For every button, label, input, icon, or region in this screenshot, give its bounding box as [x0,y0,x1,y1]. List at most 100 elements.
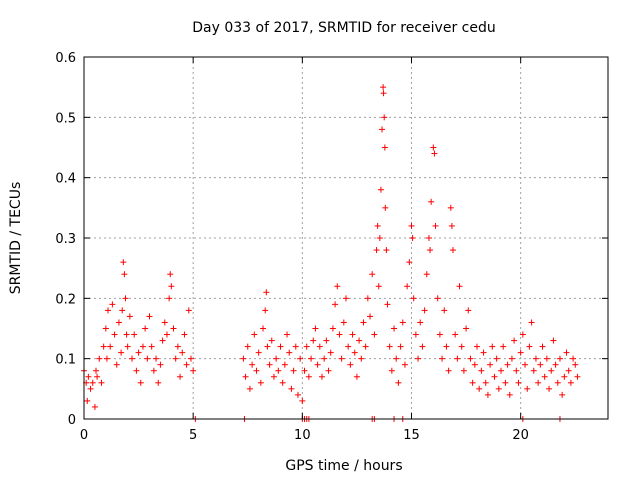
data-point [431,150,438,157]
data-point [519,331,526,338]
data-point [87,385,94,392]
data-point [111,331,118,338]
data-point [404,283,411,290]
data-point [327,349,334,356]
data-point [415,355,422,362]
data-point [93,367,100,374]
data-point [139,343,146,350]
data-point [360,319,367,326]
data-point [377,186,384,193]
data-point [329,325,336,332]
data-point [323,337,330,344]
data-point [190,367,197,374]
data-point [458,343,465,350]
data-point [565,367,572,374]
data-point [120,259,127,266]
data-point [541,373,548,380]
data-point [556,355,563,362]
data-point [153,355,160,362]
data-point [419,343,426,350]
data-point [535,379,542,386]
data-point [383,247,390,254]
data-point [546,385,553,392]
chart-title: Day 033 of 2017, SRMTID for receiver ced… [192,20,495,36]
data-point [428,198,435,205]
y-axis-ticks: 0 0.1 0.2 0.3 0.4 0.5 0.6 [55,51,608,428]
data-point [522,361,529,368]
data-point [89,379,96,386]
data-point [487,361,494,368]
data-point [325,367,332,374]
data-point [393,355,400,362]
data-point [448,222,455,229]
data-point [347,361,354,368]
x-tick-label: 0 [80,428,88,443]
data-point [268,337,275,344]
data-point [386,343,393,350]
y-tick-label: 0.6 [55,51,76,66]
data-point [345,343,352,350]
data-point [421,307,428,314]
data-point [395,379,402,386]
data-point [447,204,454,211]
data-point [362,343,369,350]
y-tick-label: 0.4 [55,172,76,187]
data-point [491,373,498,380]
data-point [249,361,256,368]
data-point [277,343,284,350]
data-point [122,295,129,302]
y-tick-label: 0.2 [55,292,76,307]
data-point [121,271,128,278]
data-point [137,379,144,386]
data-point [454,355,461,362]
data-point [349,331,356,338]
data-point [561,373,568,380]
data-point [288,385,295,392]
data-point [388,367,395,374]
data-point [495,385,502,392]
data-point [379,126,386,133]
y-tick-label: 0.3 [55,232,76,247]
data-point [174,343,181,350]
data-point [358,355,365,362]
data-point [484,391,491,398]
data-point [530,367,537,374]
x-axis-label: GPS time / hours [285,458,402,474]
data-point [109,301,116,308]
data-point [266,361,273,368]
data-point [369,271,376,278]
data-point [343,295,349,302]
data-point [436,331,443,338]
data-point [262,307,269,314]
y-tick-label: 0.5 [55,111,76,126]
data-point [351,349,358,356]
data-point [567,379,574,386]
data-point [100,343,107,350]
data-point [244,343,251,350]
data-point [270,373,277,380]
data-point [381,114,388,121]
data-point [478,367,485,374]
data-point [532,355,539,362]
data-point [297,355,304,362]
data-point [124,343,131,350]
data-point [98,379,105,386]
data-point [91,403,98,410]
data-point [123,331,130,338]
data-points [81,84,581,422]
data-point [543,355,550,362]
data-point [185,307,192,314]
data-point [150,367,157,374]
data-point [264,343,271,350]
data-point [146,313,153,320]
data-point [257,379,264,386]
data-point [425,235,432,241]
data-point [539,343,546,350]
data-point [504,361,511,368]
x-tick-label: 5 [189,428,197,443]
data-point [443,343,450,350]
data-point [332,301,339,308]
data-point [409,235,416,241]
data-point [449,247,456,254]
